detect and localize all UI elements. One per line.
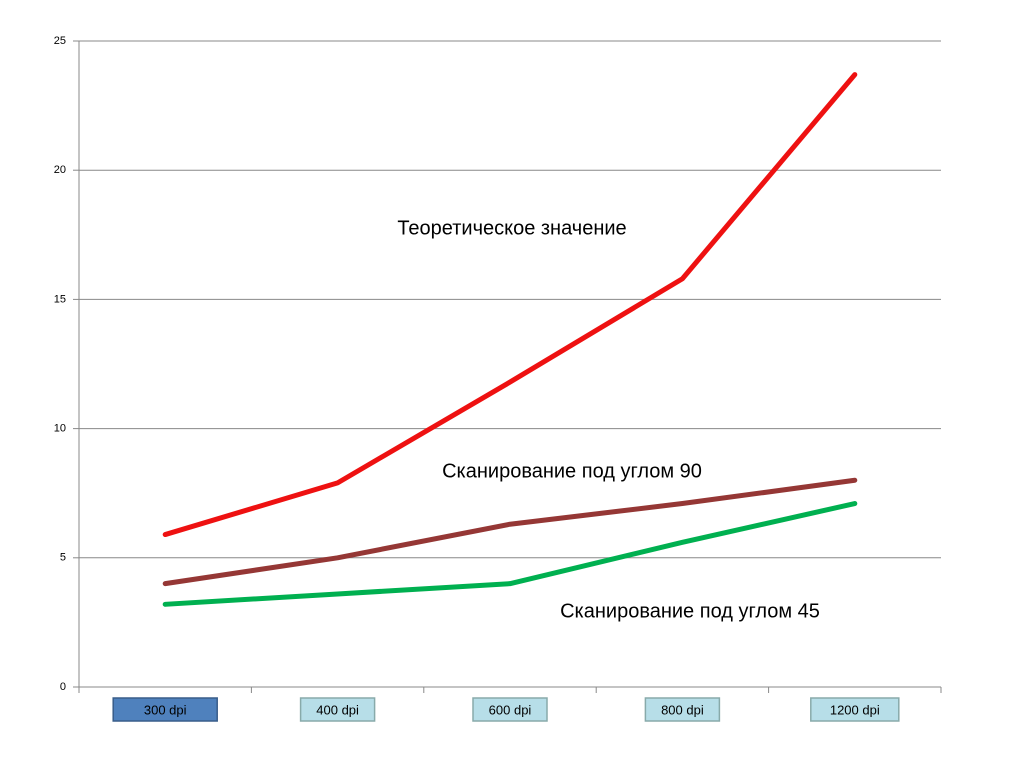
- category-box: [299, 697, 376, 722]
- series-line: [162, 477, 858, 587]
- x-tick-label: 600 dpi: [489, 702, 532, 717]
- series-line: [162, 501, 858, 607]
- x-tick-label: 400 dpi: [316, 702, 359, 717]
- x-tick-label: 800 dpi: [661, 702, 704, 717]
- y-tick-label: 0: [60, 681, 66, 693]
- y-tick-label: 15: [54, 293, 66, 305]
- series-label: Сканирование под углом 90: [442, 460, 702, 482]
- category-box: [112, 697, 218, 722]
- series-label: Сканирование под углом 45: [560, 600, 820, 622]
- series-label: Теоретическое значение: [397, 217, 626, 239]
- series-line: [162, 72, 858, 538]
- y-tick-label: 20: [54, 164, 66, 176]
- x-tick-label: 300 dpi: [144, 702, 187, 717]
- x-tick-label: 1200 dpi: [830, 702, 880, 717]
- y-tick-label: 5: [60, 552, 66, 564]
- y-tick-label: 10: [54, 423, 66, 435]
- y-tick-label: 25: [54, 35, 66, 47]
- category-box: [644, 697, 721, 722]
- category-box: [472, 697, 548, 722]
- category-box: [810, 697, 900, 722]
